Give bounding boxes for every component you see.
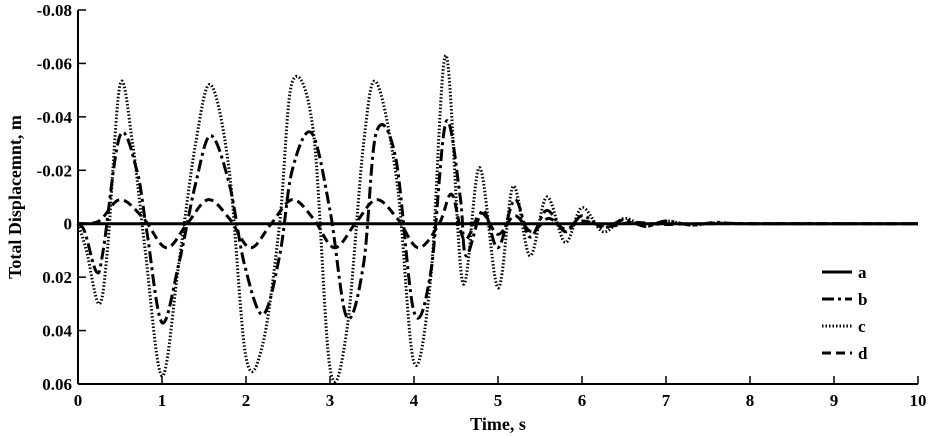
series-c-line [76,53,919,384]
plot-frame [77,10,918,385]
y-tick-label: -0.02 [37,161,72,180]
y-tick-label: 0 [64,215,73,234]
x-tick-label: 3 [326,391,335,410]
x-tick-label: 1 [158,391,167,410]
legend-label-a: a [858,263,867,282]
x-tick-label: 10 [910,391,927,410]
y-tick-label: 0.02 [42,268,72,287]
x-tick-label: 4 [410,391,419,410]
x-axis: 0 1 2 3 4 5 6 7 8 9 10 [74,376,927,410]
y-tick-label: -0.08 [37,1,72,20]
x-tick-label: 8 [746,391,755,410]
series-d-line [77,192,919,250]
legend-label-c: c [858,317,866,336]
series-layer [76,53,919,384]
x-tick-label: 7 [662,391,671,410]
x-axis-title: Time, s [470,414,526,434]
x-tick-label: 5 [494,391,503,410]
y-tick-label: -0.06 [37,54,72,73]
y-axis: -0.08 -0.06 -0.04 -0.02 0 0.02 0.04 0.06 [37,1,86,394]
x-tick-label: 6 [578,391,587,410]
x-tick-label: 0 [74,391,83,410]
y-tick-label: -0.04 [37,108,73,127]
y-axis-title: Total Displacemnt, m [5,115,25,279]
series-b-line [76,119,919,325]
x-tick-label: 2 [242,391,251,410]
y-tick-label: 0.06 [42,375,72,394]
legend-label-d: d [858,344,868,363]
x-tick-label: 9 [830,391,839,410]
y-tick-label: 0.04 [42,322,72,341]
legend-label-b: b [858,290,867,309]
